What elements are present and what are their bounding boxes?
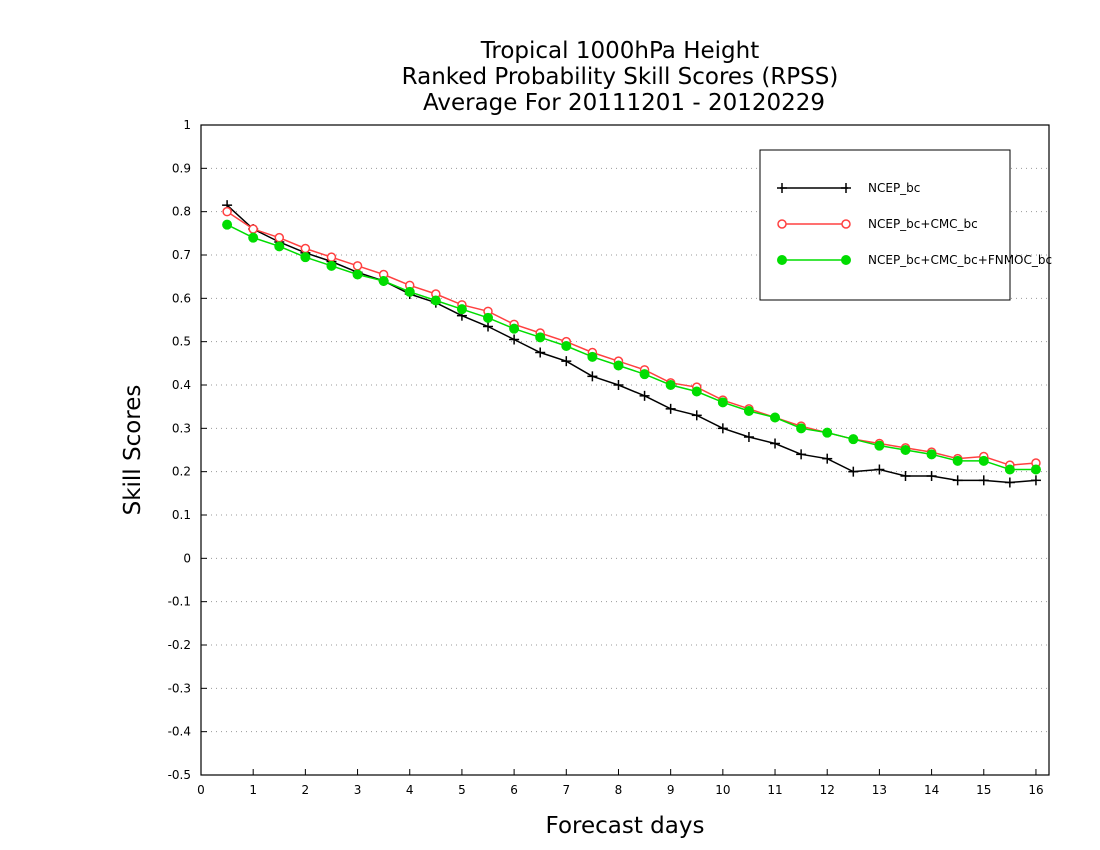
x-tick-label: 14 <box>924 783 939 797</box>
y-tick-label: 0.7 <box>172 248 191 262</box>
legend-item: NCEP_bc <box>777 181 920 195</box>
data-point-marker <box>509 323 520 334</box>
y-tick-label: 0.1 <box>172 508 191 522</box>
x-tick-label: 13 <box>872 783 887 797</box>
x-axis-ticks: 0 1 2 3 4 5 6 7 8 9 10 11 12 13 14 15 16 <box>197 769 1044 797</box>
legend-item: NCEP_bc+CMC_bc <box>777 217 978 231</box>
x-tick-label: 4 <box>406 783 414 797</box>
y-tick-label: -0.4 <box>168 725 191 739</box>
legend-item: NCEP_bc+CMC_bc+FNMOC_bc <box>777 253 1052 267</box>
x-tick-label: 1 <box>249 783 257 797</box>
data-point-marker <box>248 232 259 243</box>
data-point-marker <box>430 295 441 306</box>
plot-frame <box>200 124 1050 776</box>
x-tick-label: 3 <box>354 783 362 797</box>
data-point-marker <box>222 206 232 217</box>
y-tick-label: 0.4 <box>172 378 191 392</box>
chart-title-line-2: Ranked Probability Skill Scores (RPSS) <box>402 64 839 90</box>
y-tick-label: -0.1 <box>168 595 191 609</box>
data-point-marker <box>639 369 650 380</box>
data-point-marker <box>822 427 833 438</box>
data-point-marker <box>796 423 807 434</box>
data-point-marker <box>352 269 363 280</box>
data-point-marker <box>691 386 702 397</box>
data-point-marker <box>613 360 624 371</box>
data-point-marker <box>841 219 851 229</box>
y-axis-ticks: -0.5 -0.4 -0.3 -0.2 -0.1 0 0.1 0.2 0.3 0.4 0.5 0.6 0… <box>168 118 207 782</box>
x-tick-label: 16 <box>1028 783 1043 797</box>
x-tick-label: 15 <box>976 783 991 797</box>
data-point-marker <box>561 341 572 351</box>
y-tick-label: -0.5 <box>168 768 191 782</box>
y-axis-label: Skill Scores <box>120 385 146 516</box>
data-point-marker <box>874 440 885 451</box>
legend-label: NCEP_bc+CMC_bc <box>868 217 978 231</box>
data-point-marker <box>248 224 258 234</box>
y-tick-label: 0.6 <box>172 291 191 305</box>
data-point-marker <box>535 332 546 343</box>
chart-title-line-1: Tropical 1000hPa Height <box>480 38 760 64</box>
x-tick-label: 0 <box>197 783 205 797</box>
legend: NCEP_bc NCEP_bc+CMC_bc NCEP_bc+CMC_bc+FNMO… <box>759 149 1052 301</box>
x-tick-label: 6 <box>510 783 518 797</box>
data-point-marker <box>404 286 415 297</box>
data-point-marker <box>665 380 676 390</box>
y-tick-label: 0.3 <box>172 421 191 435</box>
data-point-marker <box>777 219 787 229</box>
data-point-marker <box>743 406 754 416</box>
series-ncep-bc-cmc-bc-fnmoc-bc <box>222 219 1041 475</box>
x-tick-label: 7 <box>562 783 570 797</box>
data-point-marker <box>326 252 337 262</box>
x-tick-label: 12 <box>820 783 835 797</box>
y-tick-label: -0.3 <box>168 681 191 695</box>
chart-title-line-3: Average For 20111201 - 20120229 <box>423 90 825 116</box>
y-tick-label: 1 <box>183 118 191 132</box>
data-point-marker <box>777 255 787 265</box>
data-point-marker <box>352 261 363 271</box>
data-point-marker <box>900 445 911 455</box>
x-tick-label: 10 <box>715 783 730 797</box>
data-point-marker <box>926 449 937 460</box>
data-point-marker <box>978 455 989 466</box>
data-point-marker <box>300 252 311 263</box>
legend-box <box>759 149 1011 301</box>
data-point-marker <box>1004 464 1015 475</box>
data-point-marker <box>274 241 285 252</box>
y-tick-label: -0.2 <box>168 638 191 652</box>
x-tick-label: 5 <box>458 783 466 797</box>
data-point-marker <box>326 260 337 271</box>
data-point-marker <box>378 276 389 286</box>
y-tick-label: 0.5 <box>172 335 191 349</box>
data-point-marker <box>952 455 963 466</box>
x-tick-label: 2 <box>302 783 310 797</box>
x-tick-label: 11 <box>767 783 782 797</box>
data-point-marker <box>717 397 728 408</box>
data-point-marker <box>770 412 781 423</box>
y-tick-label: 0.9 <box>172 161 191 175</box>
legend-label: NCEP_bc <box>868 181 920 195</box>
data-point-marker <box>222 219 233 230</box>
data-point-marker <box>1030 464 1041 475</box>
x-tick-label: 8 <box>615 783 623 797</box>
data-point-marker <box>848 434 859 445</box>
series-lines <box>222 200 1041 488</box>
data-point-marker <box>274 232 285 243</box>
data-point-marker <box>300 243 311 254</box>
data-point-marker <box>483 312 494 323</box>
legend-label: NCEP_bc+CMC_bc+FNMOC_bc <box>868 253 1052 267</box>
data-point-marker <box>587 351 598 362</box>
y-tick-label: 0.8 <box>172 205 191 219</box>
x-axis-label: Forecast days <box>546 813 705 839</box>
data-point-marker <box>841 255 851 265</box>
y-tick-label: 0 <box>183 551 191 565</box>
y-tick-label: 0.2 <box>172 465 191 479</box>
data-point-marker <box>456 304 467 315</box>
x-tick-label: 9 <box>667 783 675 797</box>
